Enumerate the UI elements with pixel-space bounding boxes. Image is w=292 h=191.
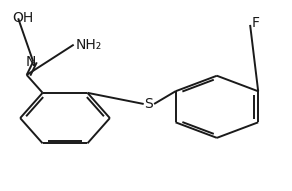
Text: F: F bbox=[252, 16, 260, 30]
Text: S: S bbox=[145, 97, 153, 111]
Text: NH₂: NH₂ bbox=[75, 38, 101, 52]
Text: N: N bbox=[26, 55, 36, 69]
Text: OH: OH bbox=[12, 11, 34, 25]
